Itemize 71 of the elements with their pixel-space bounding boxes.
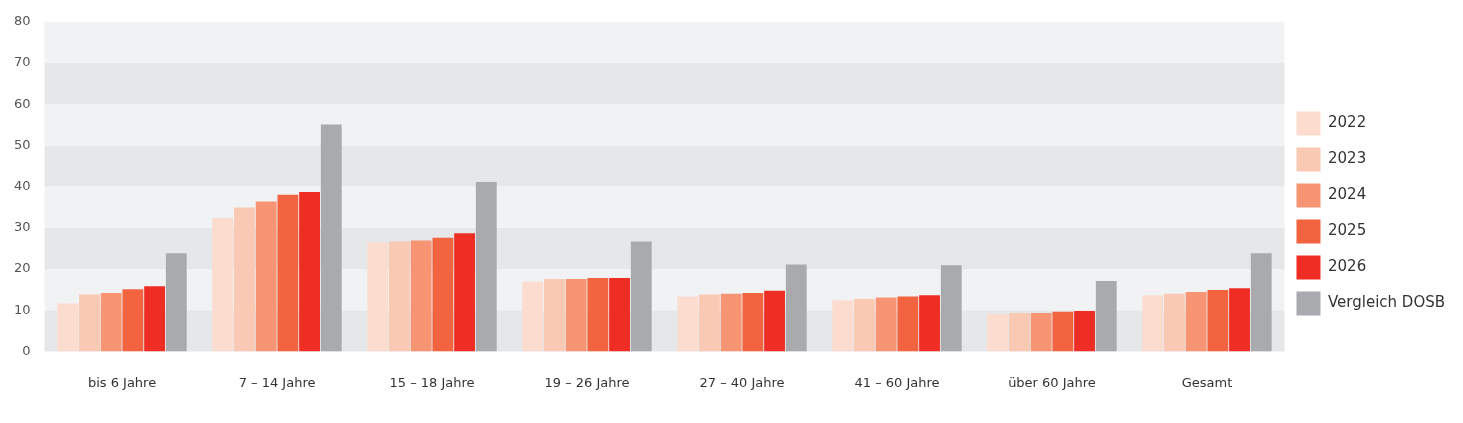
bar (1250, 253, 1272, 352)
bar (522, 281, 544, 352)
bar (144, 286, 165, 352)
legend-label: Vergleich DOSB (1328, 293, 1446, 312)
bar (544, 278, 565, 352)
bar (1009, 313, 1030, 352)
bar (299, 191, 320, 352)
y-tick-label: 30 (14, 219, 31, 235)
y-tick-label: 0 (22, 342, 31, 358)
x-tick-label: 7 – 14 Jahre (238, 374, 316, 390)
y-tick-label: 10 (14, 301, 31, 317)
bar (1185, 292, 1207, 352)
bar (832, 300, 854, 352)
bar (367, 242, 389, 352)
x-tick-label: 15 – 18 Jahre (389, 374, 475, 390)
legend-label: 2024 (1328, 185, 1367, 204)
bar (587, 278, 609, 352)
bar (277, 194, 299, 352)
bar (699, 294, 720, 352)
bar (609, 278, 630, 352)
x-tick-label: 41 – 60 Jahre (854, 374, 940, 390)
bar (785, 264, 807, 352)
bar (57, 303, 79, 352)
bar (875, 297, 897, 352)
bar (1164, 293, 1185, 352)
y-tick-label: 70 (14, 54, 31, 70)
bar (165, 253, 187, 352)
y-tick-label: 80 (14, 13, 31, 29)
bar (565, 278, 587, 352)
legend-label: 2025 (1328, 221, 1367, 240)
bar (940, 265, 962, 352)
bar (122, 289, 144, 352)
legend-label: 2026 (1328, 257, 1367, 276)
bar (1074, 311, 1095, 352)
x-tick-label: 19 – 26 Jahre (544, 374, 630, 390)
bar (255, 201, 277, 352)
bar (454, 233, 475, 352)
bar (987, 313, 1009, 352)
bar (764, 290, 785, 352)
bar (475, 182, 497, 352)
bar (630, 241, 652, 352)
bar (897, 296, 919, 352)
y-tick-label: 50 (14, 136, 31, 152)
y-tick-label: 20 (14, 260, 31, 276)
bar (1052, 311, 1074, 352)
bar (389, 241, 410, 352)
bar (234, 207, 255, 352)
bar (720, 293, 742, 352)
bar (432, 237, 454, 352)
bar (1207, 290, 1229, 352)
bar (320, 124, 342, 352)
y-tick-label: 60 (14, 95, 31, 111)
bar (919, 295, 940, 352)
x-tick-label: bis 6 Jahre (87, 374, 157, 390)
y-tick-label: 40 (14, 177, 31, 193)
bar (1095, 280, 1117, 352)
bar (410, 240, 432, 352)
bar (854, 299, 875, 352)
x-tick-label: über 60 Jahre (1008, 374, 1096, 390)
bar (79, 294, 100, 352)
bar (1229, 288, 1250, 352)
legend-label: 2023 (1328, 149, 1367, 168)
x-tick-label: 27 – 40 Jahre (699, 374, 785, 390)
bar (100, 292, 122, 352)
x-tick-label: Gesamt (1181, 374, 1233, 390)
bar (1030, 313, 1052, 352)
legend-label: 2022 (1328, 113, 1367, 132)
bar (677, 296, 699, 352)
bar (742, 292, 764, 352)
bar (212, 217, 234, 352)
bar (1142, 295, 1164, 352)
